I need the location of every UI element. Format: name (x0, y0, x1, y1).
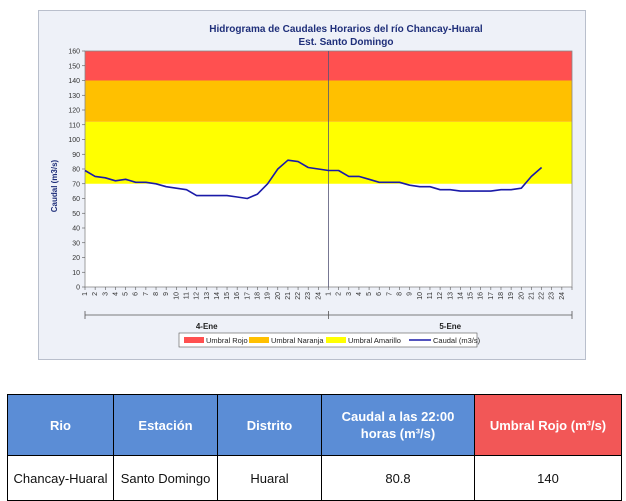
day-label: 5-Ene (439, 322, 461, 331)
x-tick-label: 22 (295, 292, 302, 300)
y-tick-label: 70 (72, 181, 80, 188)
cell-umbral-rojo: 140 (474, 455, 622, 501)
x-tick-label: 24 (315, 292, 322, 300)
y-tick-label: 120 (68, 108, 80, 115)
x-tick-label: 11 (184, 292, 191, 299)
legend: Umbral Rojo Umbral Naranja Umbral Amaril… (178, 332, 481, 348)
chart-canvas: Hidrograma de Caudales Horarios del río … (50, 24, 573, 348)
cell-estacion: Santo Domingo (113, 455, 218, 501)
x-tick-label: 16 (234, 292, 241, 300)
x-tick-label: 2 (92, 292, 99, 296)
header-caudal: Caudal a las 22:00 horas (m³/s) (321, 394, 475, 456)
cell-rio: Chancay-Huaral (7, 455, 114, 501)
y-tick-label: 60 (72, 196, 80, 203)
y-axis-title: Caudal (m3/s) (50, 159, 59, 212)
header-distrito: Distrito (217, 394, 322, 456)
legend-label-red: Umbral Rojo (206, 336, 248, 345)
legend-swatch-yellow (326, 337, 346, 343)
x-tick-label: 21 (285, 292, 292, 300)
x-tick-label: 2 (336, 292, 343, 296)
y-tick-label: 10 (72, 270, 80, 277)
legend-label-caudal: Caudal (m3/s) (433, 336, 481, 345)
flow-info-table: Rio Estación Distrito Caudal a las 22:00… (7, 394, 622, 501)
x-tick-label: 6 (133, 292, 140, 296)
y-tick-label: 100 (68, 137, 80, 144)
y-tick-label: 140 (68, 78, 80, 85)
x-tick-label: 8 (397, 292, 404, 296)
x-tick-label: 20 (275, 292, 282, 300)
chart-title: Hidrograma de Caudales Horarios del río … (209, 24, 483, 35)
x-tick-label: 12 (437, 292, 444, 300)
legend-label-orange: Umbral Naranja (271, 336, 324, 345)
y-tick-label: 20 (72, 255, 80, 262)
y-tick-label: 160 (68, 49, 80, 56)
y-tick-label: 40 (72, 226, 80, 233)
table-header-row: Rio Estación Distrito Caudal a las 22:00… (7, 394, 622, 456)
x-tick-label: 10 (417, 292, 424, 300)
y-tick-label: 50 (72, 211, 80, 218)
x-tick-label: 16 (478, 292, 485, 300)
chart-subtitle: Est. Santo Domingo (299, 37, 394, 48)
y-tick-label: 130 (68, 93, 80, 100)
x-tick-label: 14 (457, 292, 464, 300)
x-tick-label: 19 (508, 292, 515, 300)
x-tick-label: 7 (143, 292, 150, 296)
legend-swatch-orange (249, 337, 269, 343)
x-tick-label: 15 (468, 292, 475, 300)
x-tick-label: 21 (528, 292, 535, 300)
x-tick-label: 22 (539, 292, 546, 300)
x-tick-label: 9 (407, 292, 414, 296)
x-tick-label: 15 (224, 292, 231, 300)
x-tick-label: 17 (244, 292, 251, 300)
y-tick-label: 150 (68, 63, 80, 70)
x-tick-label: 12 (194, 292, 201, 300)
y-tick-label: 80 (72, 167, 80, 174)
y-tick-label: 110 (69, 122, 80, 129)
x-tick-label: 1 (82, 292, 89, 296)
legend-label-yellow: Umbral Amarillo (348, 336, 401, 345)
x-tick-label: 6 (376, 292, 383, 296)
x-tick-label: 17 (488, 292, 495, 300)
x-tick-label: 23 (305, 292, 312, 300)
x-tick-label: 20 (518, 292, 525, 300)
y-tick-label: 0 (76, 285, 80, 292)
x-tick-label: 4 (356, 292, 363, 296)
x-tick-label: 5 (366, 292, 373, 296)
x-tick-label: 10 (173, 292, 180, 300)
x-tick-label: 11 (427, 292, 434, 299)
x-tick-label: 13 (447, 292, 454, 300)
x-tick-label: 23 (549, 292, 556, 300)
x-tick-label: 14 (214, 292, 221, 300)
x-tick-label: 5 (123, 292, 130, 296)
x-tick-label: 7 (386, 292, 393, 296)
x-tick-label: 9 (163, 292, 170, 296)
cell-distrito: Huaral (217, 455, 322, 501)
legend-swatch-red (184, 337, 204, 343)
x-tick-label: 3 (346, 292, 353, 296)
x-tick-label: 18 (498, 292, 505, 300)
plot-area: 0102030405060708090100110120130140150160… (68, 49, 573, 331)
header-rio: Rio (7, 394, 114, 456)
hydrograph-chart: Hidrograma de Caudales Horarios del río … (38, 10, 586, 360)
x-tick-label: 24 (559, 292, 566, 300)
x-tick-label: 13 (204, 292, 211, 300)
day-label: 4-Ene (196, 322, 218, 331)
x-tick-label: 3 (102, 292, 109, 296)
table-row: Chancay-Huaral Santo Domingo Huaral 80.8… (7, 455, 622, 501)
series-line-caudal (84, 159, 543, 200)
x-tick-label: 8 (153, 292, 160, 296)
x-tick-label: 19 (265, 292, 272, 300)
header-estacion: Estación (113, 394, 218, 456)
y-tick-label: 90 (72, 152, 80, 159)
header-umbral-rojo: Umbral Rojo (m³/s) (474, 394, 622, 456)
x-tick-label: 4 (112, 292, 119, 296)
x-tick-label: 18 (255, 292, 262, 300)
y-tick-label: 30 (72, 240, 80, 247)
x-tick-label: 1 (326, 292, 333, 296)
cell-caudal: 80.8 (321, 455, 475, 501)
